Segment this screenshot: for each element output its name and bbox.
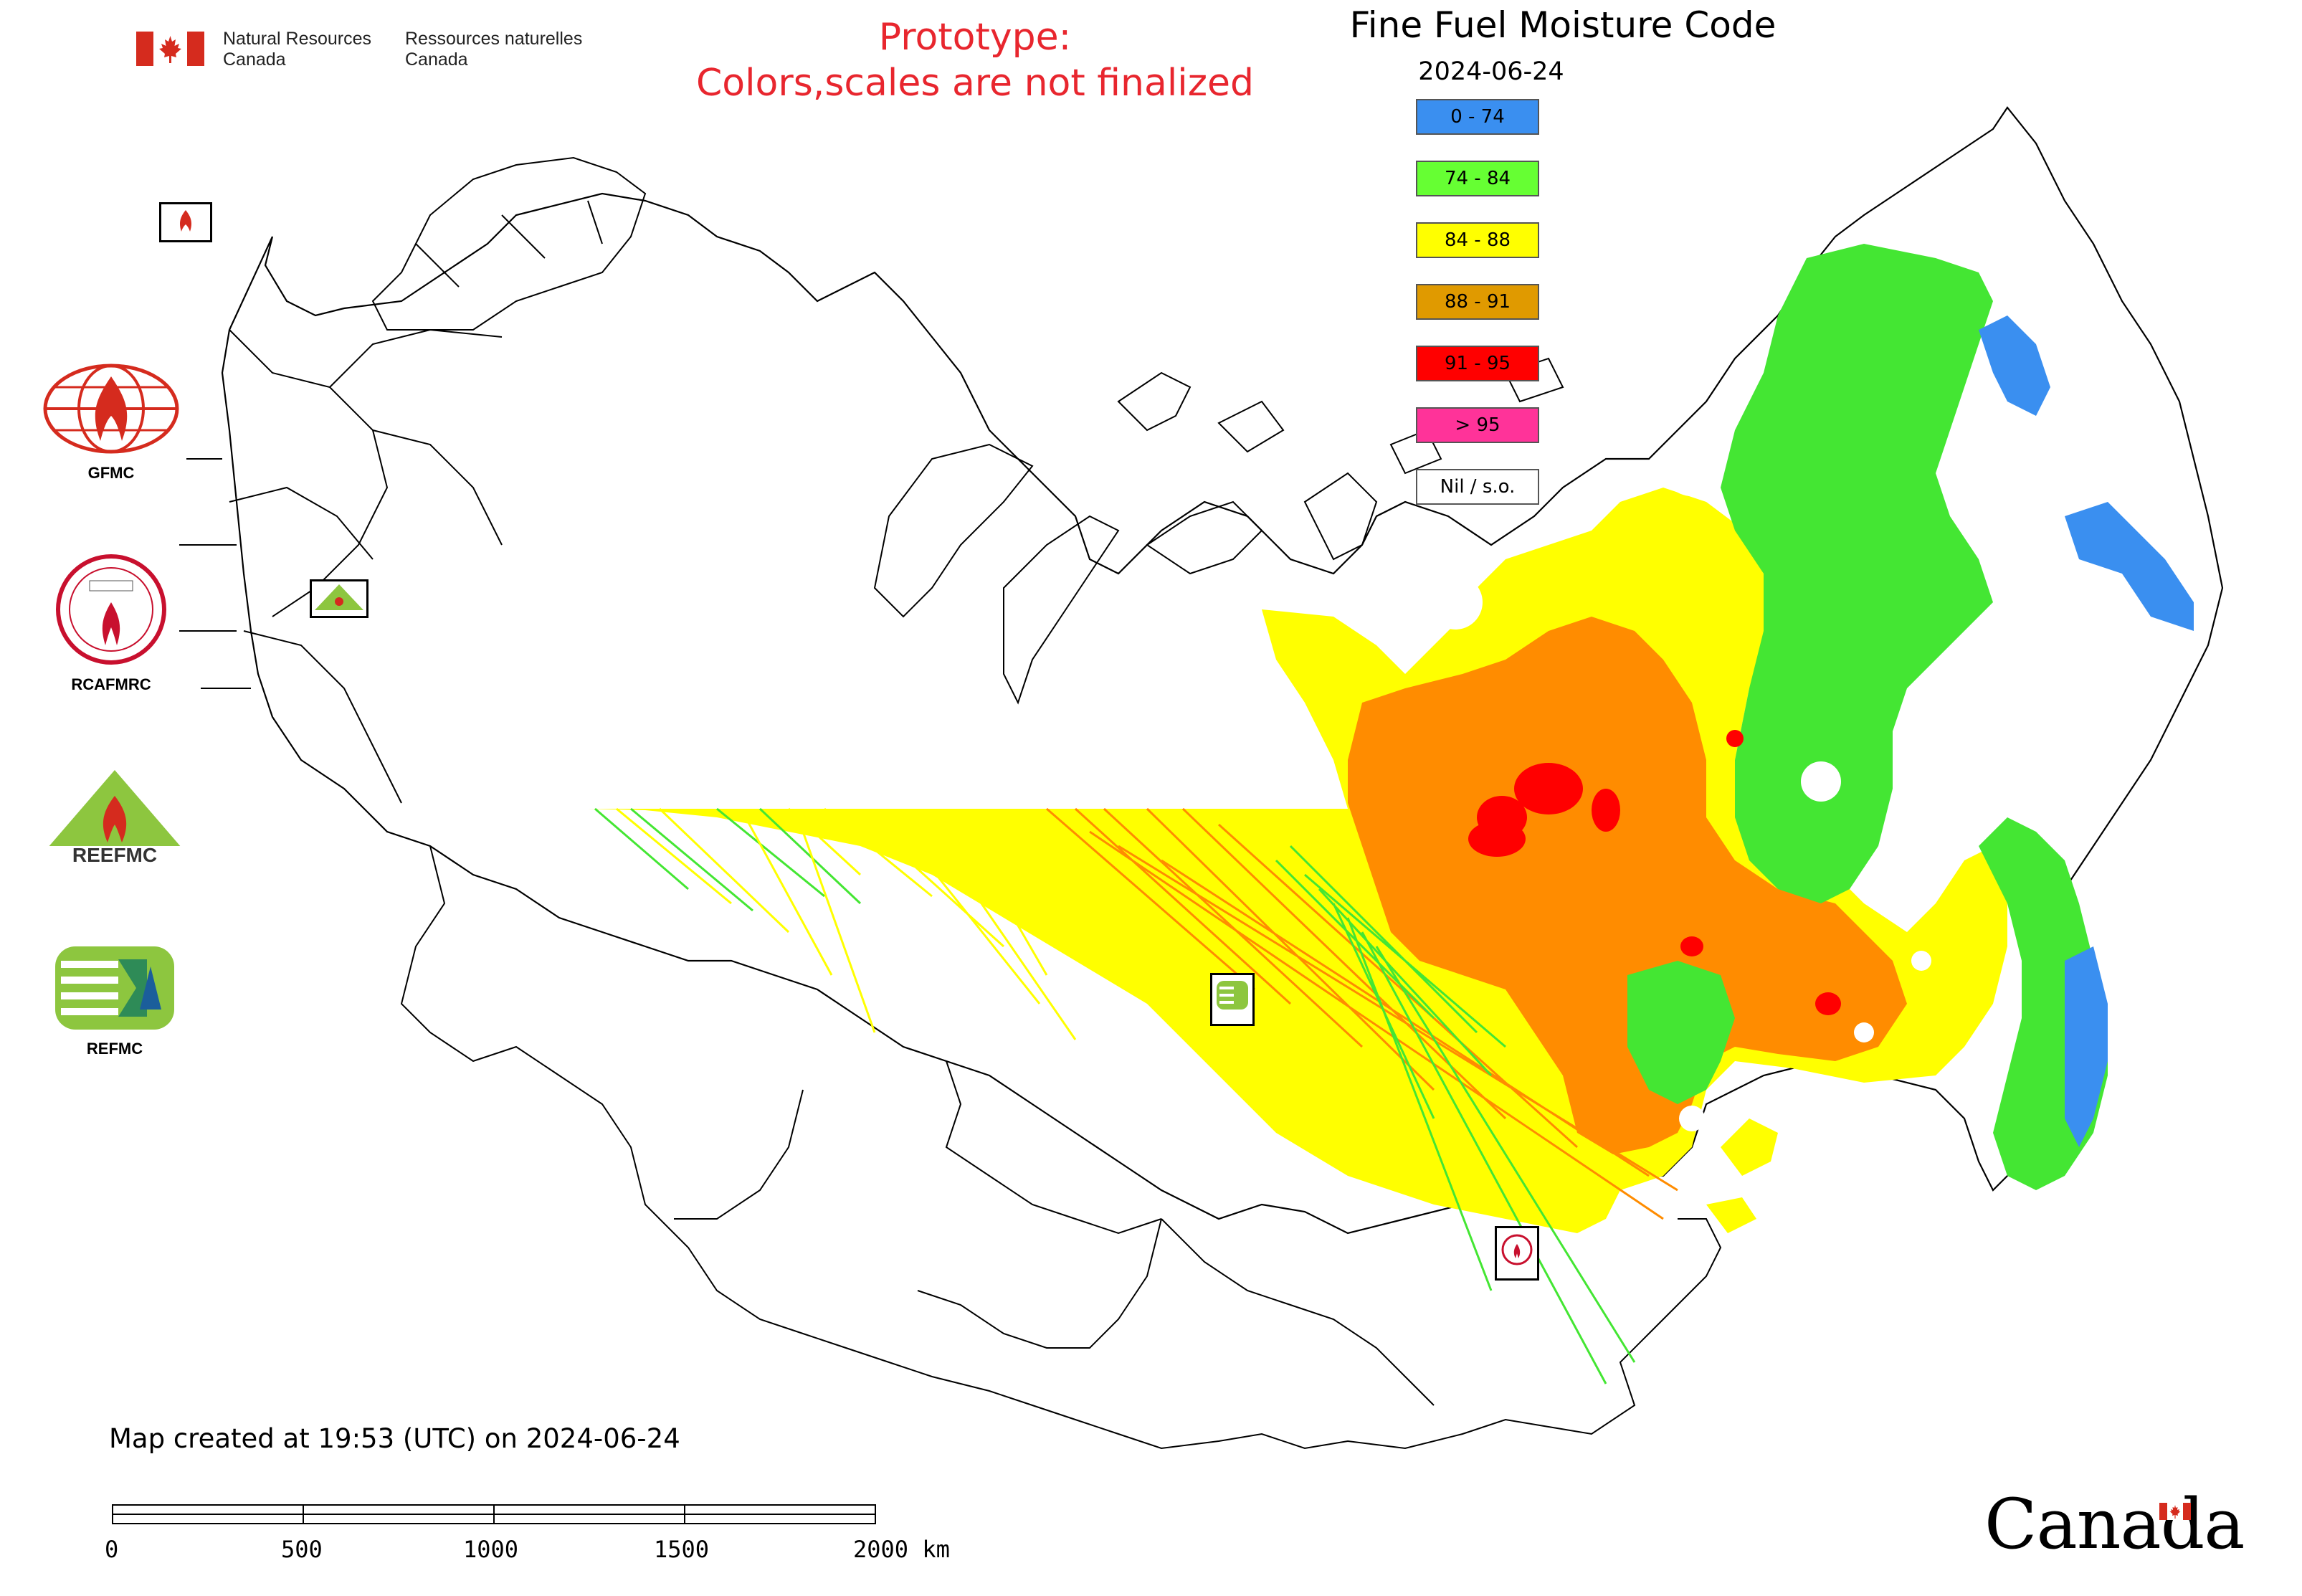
- refmc-logo: REFMC: [54, 945, 176, 1058]
- ffmc-zone-88-91: [1348, 617, 1907, 1154]
- prototype-notice: Prototype: Colors,scales are not finaliz…: [574, 14, 1376, 106]
- station-marker-gfmc: [159, 202, 212, 242]
- station-marker-refmc: [1210, 973, 1255, 1026]
- ffmc-pockets-84-88: [1706, 1118, 1778, 1233]
- rcafmrc-seal-icon: [56, 554, 166, 665]
- ffmc-nil-holes: [1428, 436, 1931, 1131]
- scale-label-500: 500: [281, 1536, 323, 1563]
- map-title: Fine Fuel Moisture Code: [1349, 4, 1777, 46]
- scale-bar: [112, 1504, 876, 1524]
- country-borders-europe: [179, 328, 503, 804]
- legend-label: 74 - 84: [1444, 168, 1511, 189]
- prototype-line-2: Colors,scales are not finalized: [695, 62, 1255, 105]
- ffmc-zone-74-84-east: [1721, 244, 1993, 903]
- logo-label-gfmc: GFMC: [87, 464, 135, 482]
- reefmc-triangle-icon: REEFMC: [39, 770, 190, 866]
- government-wordmark: Natural Resources Canada Ressources natu…: [136, 29, 611, 79]
- prototype-line-1: Prototype:: [878, 16, 1072, 59]
- legend-label: > 95: [1455, 414, 1500, 436]
- agency-name-en-1: Natural Resources: [223, 29, 372, 49]
- reefmc-logo: REEFMC: [39, 767, 190, 872]
- map-date: 2024-06-24: [1418, 57, 1564, 86]
- legend-item-0-74: 0 - 74: [1416, 99, 1539, 135]
- legend-label: 91 - 95: [1444, 353, 1511, 374]
- logo-label-rcafmrc: RCAFMRC: [71, 675, 151, 693]
- legend-label: 0 - 74: [1450, 106, 1505, 128]
- agency-name-en-2: Canada: [223, 49, 286, 70]
- ffmc-zone-74-84-south: [1627, 961, 1735, 1104]
- country-outline-scandinavia: [371, 156, 647, 331]
- legend-label: Nil / s.o.: [1440, 476, 1516, 498]
- ffmc-zone-91-95: [1468, 730, 1841, 1015]
- scale-label-1500: 1500: [654, 1536, 710, 1563]
- logo-label-refmc: REFMC: [86, 1040, 143, 1058]
- country-outline-russia: [221, 106, 2224, 1235]
- refmc-sigma-icon: [55, 946, 174, 1030]
- ffmc-streaks-74-84: [594, 807, 1636, 1384]
- agency-name-fr-1: Ressources naturelles: [404, 29, 583, 49]
- legend-item-gt-95: > 95: [1416, 407, 1539, 443]
- country-outline-central-asia: [400, 845, 1722, 1450]
- ffmc-streaks-88-91: [1046, 807, 1678, 1220]
- station-marker-rcafmrc: [1495, 1226, 1539, 1281]
- station-marker-reefmc: [310, 579, 368, 618]
- legend-item-74-84: 74 - 84: [1416, 161, 1539, 196]
- rcafmrc-logo: RCAFMRC: [47, 552, 176, 694]
- gfmc-logo: GFMC: [39, 362, 183, 483]
- legend-label: 88 - 91: [1444, 291, 1511, 313]
- arctic-island-novaya-zemlya: [873, 443, 1034, 618]
- legend-item-84-88: 84 - 88: [1416, 222, 1539, 258]
- legend-item-nil: Nil / s.o.: [1416, 469, 1539, 505]
- agency-name-fr-2: Canada: [404, 49, 468, 70]
- scale-label-1000: 1000: [463, 1536, 519, 1563]
- reefmc-wordmark: REEFMC: [72, 844, 157, 866]
- canada-wordmark-flag-icon: [2159, 1503, 2191, 1520]
- scale-label-2000-km: 2000 km: [853, 1536, 950, 1563]
- map-created-timestamp: Map created at 19:53 (UTC) on 2024-06-24: [109, 1423, 680, 1454]
- gfmc-globe-flame-icon: [43, 364, 179, 454]
- ffmc-streaks-84-88: [616, 807, 1077, 1040]
- legend-item-88-91: 88 - 91: [1416, 284, 1539, 320]
- canada-wordmark: Canada: [1984, 1484, 2245, 1564]
- scale-label-0: 0: [105, 1536, 119, 1563]
- legend-item-91-95: 91 - 95: [1416, 346, 1539, 381]
- canada-flag-icon: [136, 32, 204, 66]
- arctic-island-severnaya: [1117, 357, 1564, 475]
- ffmc-zone-0-74: [1979, 315, 2194, 1147]
- legend-label: 84 - 88: [1444, 229, 1511, 251]
- peninsula-yamal-taymyr: [1003, 472, 1378, 705]
